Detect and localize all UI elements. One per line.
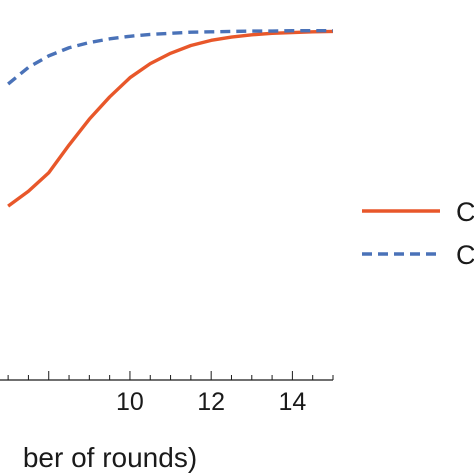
legend-label: C xyxy=(456,197,474,227)
series-line-solid xyxy=(7,29,334,208)
legend: CC xyxy=(362,197,474,270)
x-tick-label: 12 xyxy=(197,388,225,416)
plot-area xyxy=(7,29,334,208)
x-axis-label: ber of rounds) xyxy=(23,442,197,473)
x-tick-label: 10 xyxy=(116,388,144,416)
series-line-dashed xyxy=(7,29,333,86)
legend-label: C xyxy=(456,240,474,270)
x-axis: 10 12 14 xyxy=(0,371,334,416)
x-tick-label: 14 xyxy=(278,388,306,416)
